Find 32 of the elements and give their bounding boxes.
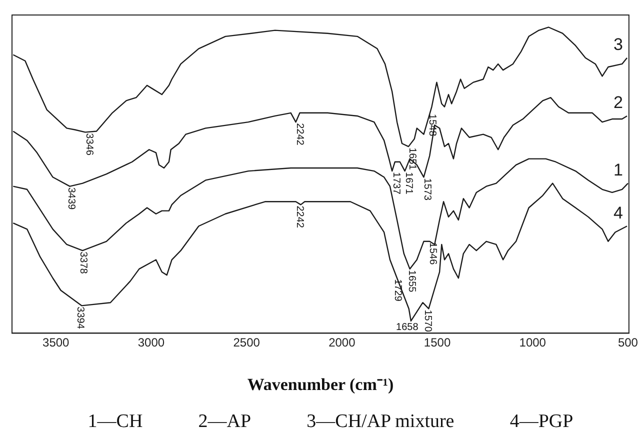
annotation: 1570	[422, 310, 434, 332]
x-tick-label: 1500	[424, 336, 451, 350]
text: 3—CH/AP mixture	[306, 411, 454, 433]
annotation: 3394	[74, 306, 86, 330]
annotation: 1729	[392, 279, 403, 302]
x-tick-label: 2000	[328, 336, 356, 350]
annotation: 3346	[83, 133, 94, 156]
series-label: 4	[613, 203, 623, 222]
annotation: 1658	[396, 322, 419, 333]
series-label: 3	[613, 35, 623, 54]
x-tick-label: 1000	[519, 336, 546, 350]
annotation: 1548	[426, 114, 438, 137]
annotation: 2242	[294, 123, 306, 146]
annotation: 1671	[402, 172, 414, 195]
annotation: 3378	[77, 252, 88, 274]
x-tick-label: 2500	[233, 336, 260, 350]
annotation: 1737	[390, 172, 402, 195]
text: 2—AP	[198, 411, 252, 433]
annotation: 1651	[406, 148, 418, 170]
x-tick-label: 3500	[42, 336, 70, 350]
annotation: 1573	[422, 178, 433, 201]
series-label: 2	[613, 93, 623, 112]
series-label: 1	[613, 160, 623, 180]
annotation: 3439	[66, 187, 77, 210]
x-tick-label: 3000	[138, 336, 165, 350]
text: 1—CH	[88, 411, 143, 433]
annotation: 1546	[426, 242, 438, 266]
text: 4—PGP	[510, 411, 574, 433]
annotation: 1655	[406, 270, 417, 293]
annotation: 2242	[294, 206, 306, 228]
x-tick-label: 500	[618, 336, 638, 350]
x-axis-title: Wavenumber (cm⁻¹)	[247, 375, 394, 394]
